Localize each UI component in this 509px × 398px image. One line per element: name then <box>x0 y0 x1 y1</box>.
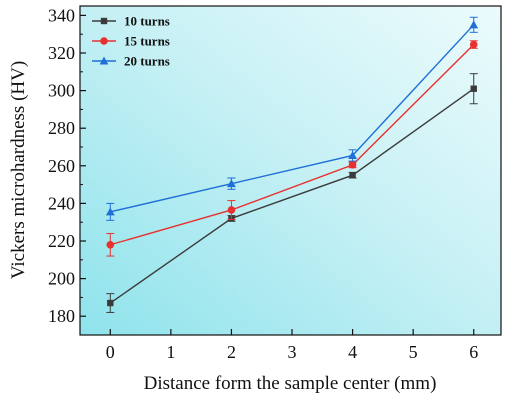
y-tick-label: 180 <box>48 306 75 326</box>
data-point <box>469 40 478 49</box>
y-axis-title: Vickers microhardness (HV) <box>8 61 29 279</box>
y-tick-label: 220 <box>48 231 75 251</box>
x-axis-ticks: 0 1 2 3 4 5 6 <box>106 329 478 362</box>
data-point <box>107 299 114 307</box>
legend-label: 15 turns <box>124 34 170 49</box>
y-tick-label: 280 <box>48 118 75 138</box>
data-point <box>105 207 115 216</box>
y-tick-label: 340 <box>48 5 75 25</box>
x-tick-label: 1 <box>166 342 175 362</box>
x-tick-label: 3 <box>288 342 297 362</box>
data-point <box>348 151 357 159</box>
series-line <box>109 88 475 304</box>
x-tick-label: 2 <box>227 342 236 362</box>
legend-label: 10 turns <box>124 14 170 29</box>
data-point <box>348 161 357 169</box>
series-15-turns <box>106 40 478 257</box>
series-20-turns <box>105 16 479 221</box>
data-point <box>470 85 477 92</box>
x-tick-label: 6 <box>469 342 478 362</box>
legend-marker <box>99 56 109 65</box>
data-point <box>349 172 356 179</box>
y-tick-label: 260 <box>48 156 75 176</box>
series-layer <box>105 16 479 313</box>
y-tick-label: 200 <box>48 269 75 289</box>
x-axis-title: Distance form the sample center (mm) <box>144 373 437 394</box>
data-point <box>106 240 115 249</box>
x-tick-label: 5 <box>409 342 418 362</box>
legend: 10 turns 15 turns 20 turns <box>92 14 170 69</box>
legend-label: 20 turns <box>124 54 170 69</box>
legend-marker <box>100 17 108 25</box>
series-line <box>110 44 475 246</box>
series-line <box>110 24 475 213</box>
data-point <box>469 20 479 29</box>
x-tick-label: 0 <box>106 342 115 362</box>
data-point <box>227 179 236 188</box>
x-tick-label: 4 <box>348 342 357 362</box>
legend-marker <box>100 37 108 45</box>
y-axis-ticks: 180 200 220 240 260 280 300 320 340 <box>48 5 86 326</box>
y-tick-label: 300 <box>48 81 75 101</box>
data-point <box>227 206 236 214</box>
y-tick-label: 320 <box>48 43 75 63</box>
y-tick-label: 240 <box>48 193 75 213</box>
